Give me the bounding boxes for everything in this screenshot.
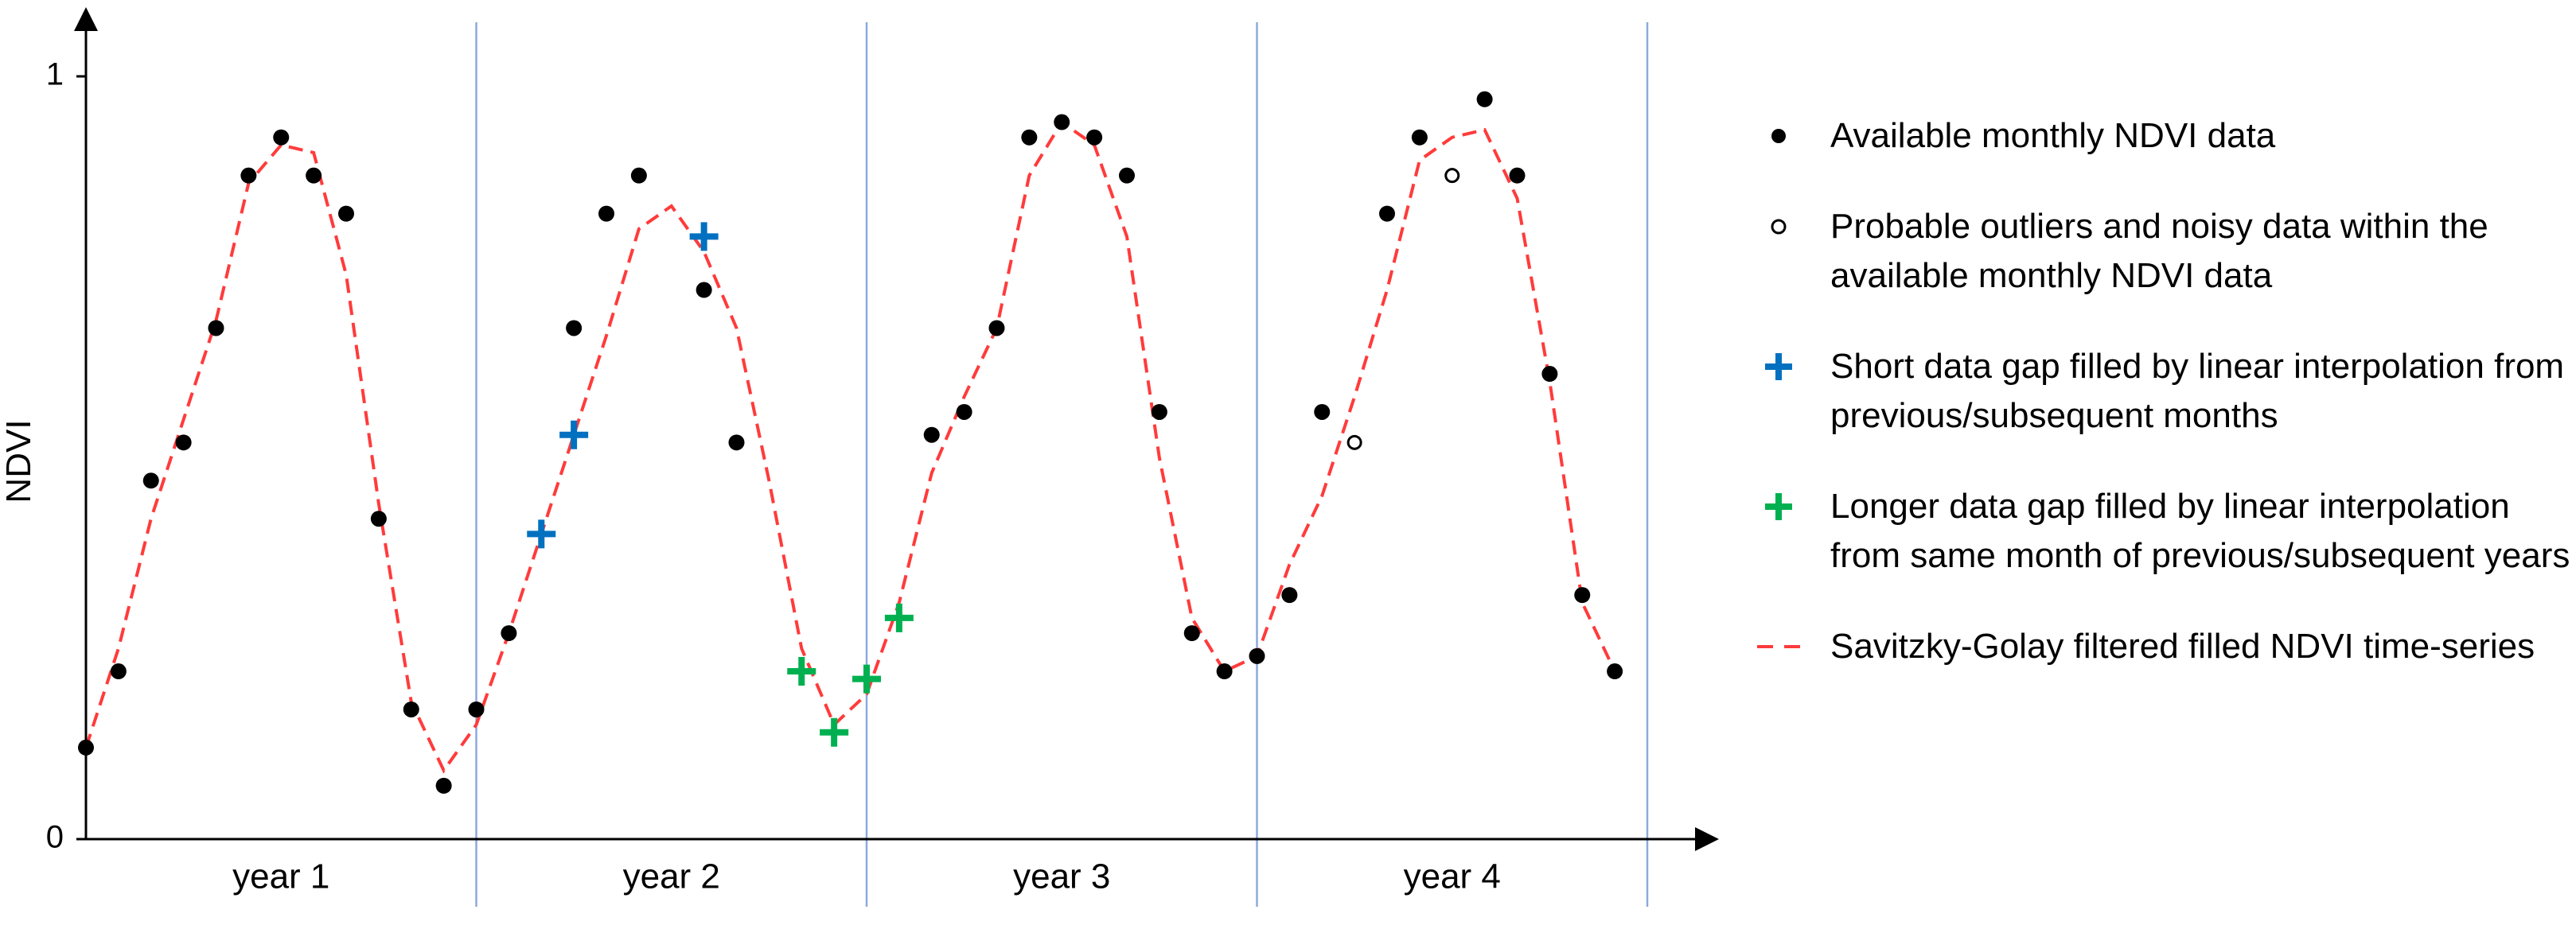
ndvi-data-point: [566, 320, 583, 336]
green-plus-icon: [1751, 482, 1806, 531]
legend-item-long-gap: Longer data gap filled by linear interpo…: [1751, 482, 2570, 581]
legend-item-outliers: Probable outliers and noisy data within …: [1751, 202, 2570, 301]
ndvi-data-point: [1314, 403, 1331, 420]
legend-label-short-gap: Short data gap filled by linear interpol…: [1830, 347, 2565, 435]
ndvi-data-point: [142, 472, 159, 489]
ndvi-data-point: [1411, 129, 1428, 146]
legend: Available monthly NDVI data Probable out…: [1751, 111, 2570, 713]
ndvi-data-point: [1021, 129, 1038, 146]
ndvi-data-point: [1607, 663, 1623, 680]
ndvi-data-point: [435, 777, 452, 794]
ndvi-data-point: [1183, 625, 1200, 642]
ndvi-data-point: [696, 282, 712, 298]
long-gap-fill-point: [787, 657, 816, 686]
legend-label-outliers: Probable outliers and noisy data within …: [1830, 207, 2488, 295]
y-axis-label: NDVI: [0, 419, 38, 503]
ndvi-data-point: [1509, 167, 1526, 184]
ndvi-data-point: [370, 511, 387, 527]
ndvi-data-point: [1086, 129, 1103, 146]
long-gap-fill-point: [820, 717, 849, 747]
ndvi-data-point: [630, 167, 647, 184]
ndvi-data-point: [175, 434, 192, 451]
ndvi-data-point: [240, 167, 257, 184]
data-marks: [78, 91, 1623, 794]
ndvi-data-point: [208, 320, 224, 336]
y-tick-label-1: 1: [46, 57, 64, 92]
axes: 1 0 NDVI: [0, 7, 1719, 855]
year-label: year 1: [232, 857, 329, 896]
ndvi-data-point: [728, 434, 745, 451]
outlier-point: [1444, 168, 1460, 184]
long-gap-fill-point: [884, 603, 914, 632]
year-label: year 2: [623, 857, 720, 896]
legend-item-filtered: Savitzky-Golay filtered filled NDVI time…: [1751, 622, 2570, 671]
red-dashed-line-icon: [1751, 622, 1806, 671]
ndvi-data-point: [1541, 366, 1558, 383]
filled-circle-icon: [1751, 111, 1806, 161]
ndvi-data-point: [306, 167, 322, 184]
year-labels: year 1 year 2 year 3 year 4: [232, 857, 1501, 896]
ndvi-data-point: [1379, 205, 1395, 222]
short-gap-fill-point: [559, 420, 589, 449]
ndvi-data-point: [988, 320, 1005, 336]
long-gap-fill-point: [852, 664, 881, 694]
ndvi-data-point: [403, 701, 419, 717]
ndvi-data-point: [1216, 663, 1233, 680]
ndvi-data-point: [78, 739, 94, 756]
legend-label-long-gap: Longer data gap filled by linear interpo…: [1830, 487, 2570, 575]
year-dividers: [475, 22, 1649, 907]
ndvi-data-point: [273, 129, 290, 146]
blue-plus-icon: [1751, 342, 1806, 391]
ndvi-data-point: [468, 701, 485, 717]
legend-item-available: Available monthly NDVI data: [1751, 111, 2570, 161]
ndvi-data-point: [338, 205, 354, 222]
legend-label-available: Available monthly NDVI data: [1830, 116, 2276, 155]
ndvi-data-point: [501, 625, 517, 642]
savitzky-golay-line: [84, 119, 1616, 774]
ndvi-data-point: [1476, 91, 1493, 107]
year-label: year 4: [1404, 857, 1501, 896]
ndvi-data-point: [1151, 403, 1167, 420]
open-circle-icon: [1751, 202, 1806, 251]
ndvi-data-point: [1249, 647, 1265, 664]
ndvi-data-point: [923, 426, 940, 443]
legend-item-short-gap: Short data gap filled by linear interpol…: [1751, 342, 2570, 441]
ndvi-data-point: [1281, 587, 1298, 604]
y-tick-label-0: 0: [46, 820, 64, 855]
ndvi-data-point: [598, 205, 614, 222]
ndvi-data-point: [1119, 167, 1135, 184]
ndvi-data-point: [1054, 114, 1070, 130]
year-label: year 3: [1013, 857, 1110, 896]
short-gap-fill-point: [689, 222, 719, 251]
ndvi-data-point: [956, 403, 972, 420]
ndvi-data-point: [110, 663, 127, 680]
short-gap-fill-point: [527, 519, 556, 549]
outlier-point: [1346, 434, 1362, 450]
ndvi-data-point: [1574, 587, 1591, 604]
legend-label-filtered: Savitzky-Golay filtered filled NDVI time…: [1830, 627, 2535, 666]
